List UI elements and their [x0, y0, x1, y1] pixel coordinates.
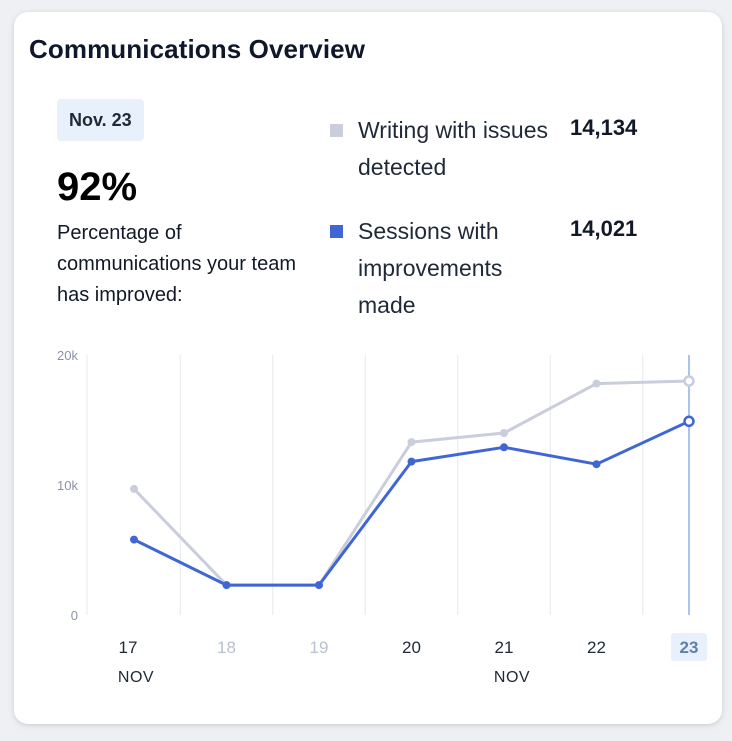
x-tick-label: 22 [587, 638, 606, 657]
x-month-label: NOV [494, 669, 530, 686]
x-month-label: NOV [118, 669, 154, 686]
data-point [500, 429, 508, 437]
x-tick-label: 21 [495, 638, 514, 657]
data-point [222, 581, 231, 590]
legend-label-sessions-improved: Sessions with improvements made [358, 218, 503, 318]
legend-swatch-sessions-improved [330, 225, 343, 238]
y-tick-label: 10k [57, 478, 78, 493]
data-point [130, 484, 138, 493]
y-tick-label: 20k [57, 348, 78, 363]
x-tick-label: 20 [402, 638, 421, 657]
date-badge: Nov. 23 [57, 99, 144, 141]
legend-value-sessions-improved: 14,021 [570, 216, 638, 241]
data-point [592, 460, 601, 469]
x-tick-label: 23 [680, 638, 699, 657]
percentage-description: Percentage of communications your team h… [57, 222, 296, 306]
data-point [130, 535, 138, 544]
data-point [407, 438, 416, 447]
data-point-selected [683, 415, 695, 428]
legend-label-writing-issues: Writing with issues detected [358, 117, 549, 180]
x-tick-label: 18 [217, 638, 236, 657]
series-line-0 [132, 379, 691, 587]
x-tick-label: 19 [310, 638, 329, 657]
x-tick-label: 17 [119, 638, 138, 657]
legend-value-writing-issues: 14,134 [570, 115, 638, 140]
y-tick-label: 0 [71, 608, 78, 623]
data-point-selected [683, 375, 695, 387]
data-point [315, 581, 323, 590]
improved-percentage: 92% [57, 165, 138, 209]
data-point [407, 457, 416, 466]
card-title: Communications Overview [29, 34, 366, 64]
x-tick-selected-highlight [671, 633, 707, 661]
data-point [500, 443, 508, 452]
legend-swatch-writing-issues [330, 124, 343, 137]
data-point [592, 379, 601, 388]
